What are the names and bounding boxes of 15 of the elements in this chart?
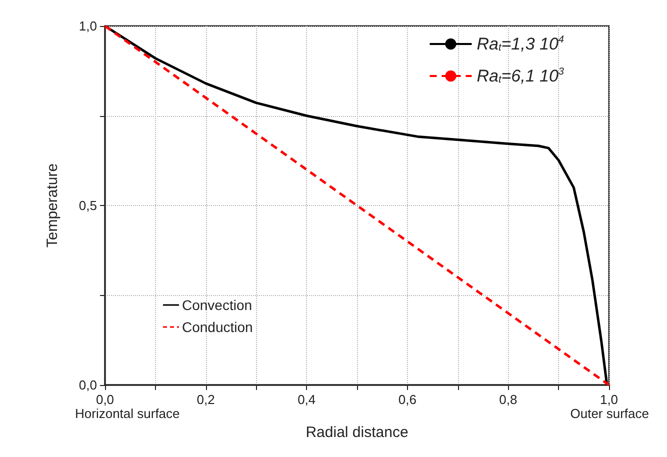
annotation: Conduction (182, 319, 253, 335)
annotation: Convection (182, 297, 252, 313)
y-axis-title: Temperature (44, 163, 61, 248)
x-tick-label: 0,8 (499, 392, 518, 407)
y-tick-label: 0,5 (78, 198, 97, 213)
x-tick-label: 0,0 (96, 392, 114, 407)
x-tick-label: 1,0 (600, 392, 618, 407)
x-tick-label: 0,4 (298, 392, 316, 407)
text: Horizontal surface (75, 406, 180, 421)
x-axis-title: Radial distance (306, 424, 408, 441)
y-tick-label: 1,0 (78, 18, 97, 34)
x-tick-label: 0,2 (196, 392, 215, 407)
text: Outer surface (570, 406, 649, 421)
x-tick-label: 0,6 (398, 392, 416, 407)
y-tick-label: 0,0 (78, 378, 97, 392)
